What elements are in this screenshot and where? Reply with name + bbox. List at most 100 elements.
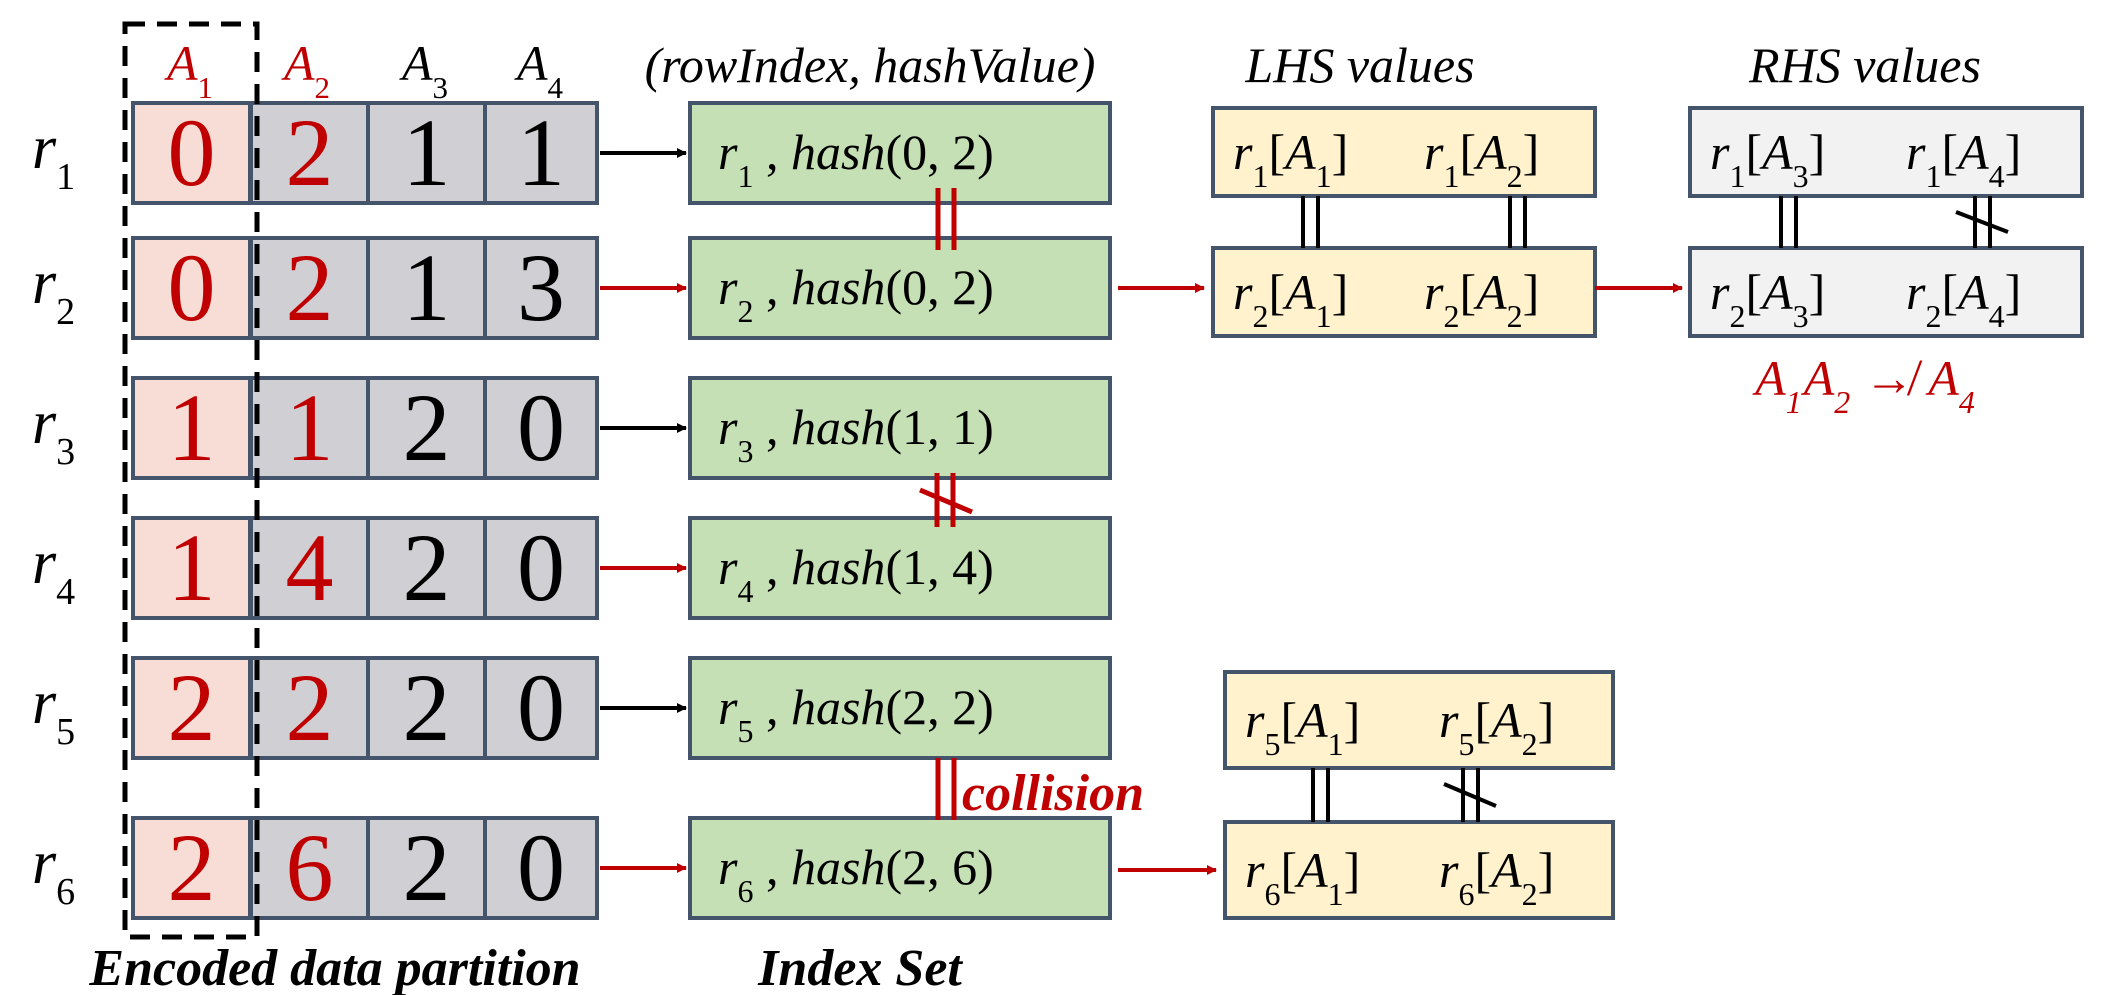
cell-value-r5-a3: 2	[403, 654, 451, 761]
cell-value-r5-a1: 2	[168, 654, 216, 761]
rhs-box-frame-r1	[1688, 106, 2084, 198]
cell-r3-a1	[131, 376, 252, 480]
cell-value-r4-a2: 4	[286, 514, 334, 621]
rhs-values-title: RHS values	[1748, 37, 1981, 93]
cell-value-r6-a2: 6	[286, 814, 334, 921]
row-label-r1: r1	[32, 114, 75, 198]
cell-value-r2-a2: 2	[286, 234, 334, 341]
rhs-value-r2-a4: r2[A4]	[1906, 264, 2021, 334]
rhs-box-frame-r2	[1688, 246, 2084, 338]
lhs-value-r2-a1: r2[A1]	[1233, 264, 1348, 334]
cell-r1-a3	[366, 101, 487, 205]
cell-value-r3-a2: 1	[286, 374, 334, 481]
cell-value-r5-a2: 2	[286, 654, 334, 761]
lhs-value-boxes: r1[A1] r1[A2] r2[A1] r2[A2] r5[A1] r5[A2] r6[A…	[1211, 106, 1615, 920]
row-label-r2: r2	[32, 249, 75, 333]
row-r2: r2 0 2 1 3 r2 , hash(0, 2)	[32, 234, 1112, 341]
column-header-a3: A3	[399, 35, 448, 105]
column-header-a1: A1	[164, 35, 213, 105]
index-box-r3	[688, 376, 1112, 480]
index-box-r1	[688, 101, 1112, 205]
lhs-values-title: LHS values	[1244, 37, 1474, 93]
cell-r6-a4	[483, 816, 599, 920]
row-r3: r3 1 1 2 0 r3 , hash(1, 1)	[32, 374, 1112, 481]
cell-r5-a4	[483, 656, 599, 760]
cell-value-r3-a4: 0	[517, 374, 565, 481]
lhs-value-r6-a2: r6[A2]	[1439, 842, 1554, 912]
lhs-box-frame-r1	[1211, 106, 1597, 198]
rhs-equal-mark-r1-r2-a3	[1779, 196, 1798, 248]
lhs-box-r6: r6[A1] r6[A2]	[1223, 820, 1615, 920]
lhs-box-frame-r2	[1211, 246, 1597, 338]
rhs-not-equal-mark-r1-r2-a4	[1955, 196, 2009, 248]
row-r6: r6 2 6 2 0 r6 , hash(2, 6)	[32, 814, 1112, 921]
lhs-value-r6-a1: r6[A1]	[1245, 842, 1360, 912]
cell-value-r6-a1: 2	[168, 814, 216, 921]
cell-value-r1-a4: 1	[517, 99, 565, 206]
index-entry-r1: r1 , hash(0, 2)	[718, 124, 994, 194]
lhs-equal-mark-r1-r2-a2	[1508, 196, 1527, 248]
lhs-box-frame-r5	[1223, 670, 1615, 770]
cell-r6-a2	[249, 816, 370, 920]
cell-value-r4-a4: 0	[517, 514, 565, 621]
index-entry-r2: r2 , hash(0, 2)	[718, 259, 994, 329]
row-label-r3: r3	[32, 389, 75, 473]
cell-r2-a1	[131, 236, 252, 340]
rhs-box-r2: r2[A3] r2[A4]	[1688, 246, 2084, 338]
cell-value-r2-a4: 3	[517, 234, 565, 341]
cell-r3-a4	[483, 376, 599, 480]
cell-r3-a3	[366, 376, 487, 480]
cell-r2-a4	[483, 236, 599, 340]
cell-r2-a3	[366, 236, 487, 340]
lhs-equal-mark-r5-r6-a1	[1311, 768, 1330, 822]
cell-r4-a4	[483, 516, 599, 620]
lhs-not-equal-mark-r5-r6-a2	[1443, 768, 1497, 822]
cell-r4-a2	[249, 516, 370, 620]
index-box-r5	[688, 656, 1112, 760]
lhs-value-r5-a1: r5[A1]	[1245, 692, 1360, 762]
rhs-value-r1-a3: r1[A3]	[1710, 124, 1825, 194]
lhs-value-r1-a2: r1[A2]	[1424, 124, 1539, 194]
lhs-value-r5-a2: r5[A2]	[1439, 692, 1554, 762]
rhs-box-r1: r1[A3] r1[A4]	[1688, 106, 2084, 198]
cell-value-r4-a1: 1	[168, 514, 216, 621]
lhs-box-r2: r2[A1] r2[A2]	[1211, 246, 1597, 338]
lhs-value-r1-a1: r1[A1]	[1233, 124, 1348, 194]
encoded-rows: r1 0 2 1 1 r1 , hash(0, 2)r2 0 2 1 3 r2 , hash(0, …	[32, 99, 1112, 921]
cell-value-r3-a3: 2	[403, 374, 451, 481]
a1-partition-dashed-border	[122, 21, 260, 940]
index-not-equal-mark-r3-r4	[919, 473, 973, 527]
cell-value-r2-a3: 1	[403, 234, 451, 341]
cell-value-r5-a4: 0	[517, 654, 565, 761]
cell-r1-a1	[131, 101, 252, 205]
column-header-a2: A2	[281, 35, 330, 105]
index-equal-mark-r5-r6	[935, 758, 957, 820]
index-box-r6	[688, 816, 1112, 920]
cell-value-r2-a1: 0	[168, 234, 216, 341]
index-box-r2	[688, 236, 1112, 340]
row-r5: r5 2 2 2 0 r5 , hash(2, 2)	[32, 654, 1112, 761]
cell-r1-a2	[249, 101, 370, 205]
rhs-value-r2-a3: r2[A3]	[1710, 264, 1825, 334]
index-entry-r6: r6 , hash(2, 6)	[718, 839, 994, 909]
row-r4: r4 1 4 2 0 r4 , hash(1, 4)	[32, 514, 1112, 621]
column-headers: A1 A2 A3 A4	[164, 35, 564, 105]
cell-r1-a4	[483, 101, 599, 205]
cell-r5-a3	[366, 656, 487, 760]
rhs-value-r1-a4: r1[A4]	[1906, 124, 2021, 194]
lhs-box-r1: r1[A1] r1[A2]	[1211, 106, 1597, 198]
column-header-a4: A4	[514, 35, 564, 105]
lhs-equal-mark-r1-r2-a1	[1301, 196, 1320, 248]
cell-value-r1-a1: 0	[168, 99, 216, 206]
cell-r6-a3	[366, 816, 487, 920]
lhs-value-r2-a2: r2[A2]	[1424, 264, 1539, 334]
non-fd-result: A1A2 ↛ A4	[1752, 350, 1975, 420]
index-equal-mark-r1-r2	[935, 188, 957, 250]
cell-value-r6-a4: 0	[517, 814, 565, 921]
cell-value-r4-a3: 2	[403, 514, 451, 621]
cell-value-r3-a1: 1	[168, 374, 216, 481]
caption-encoded-data-partition: Encoded data partition	[88, 940, 580, 995]
row-label-r6: r6	[32, 829, 75, 913]
index-entry-r5: r5 , hash(2, 2)	[718, 679, 994, 749]
